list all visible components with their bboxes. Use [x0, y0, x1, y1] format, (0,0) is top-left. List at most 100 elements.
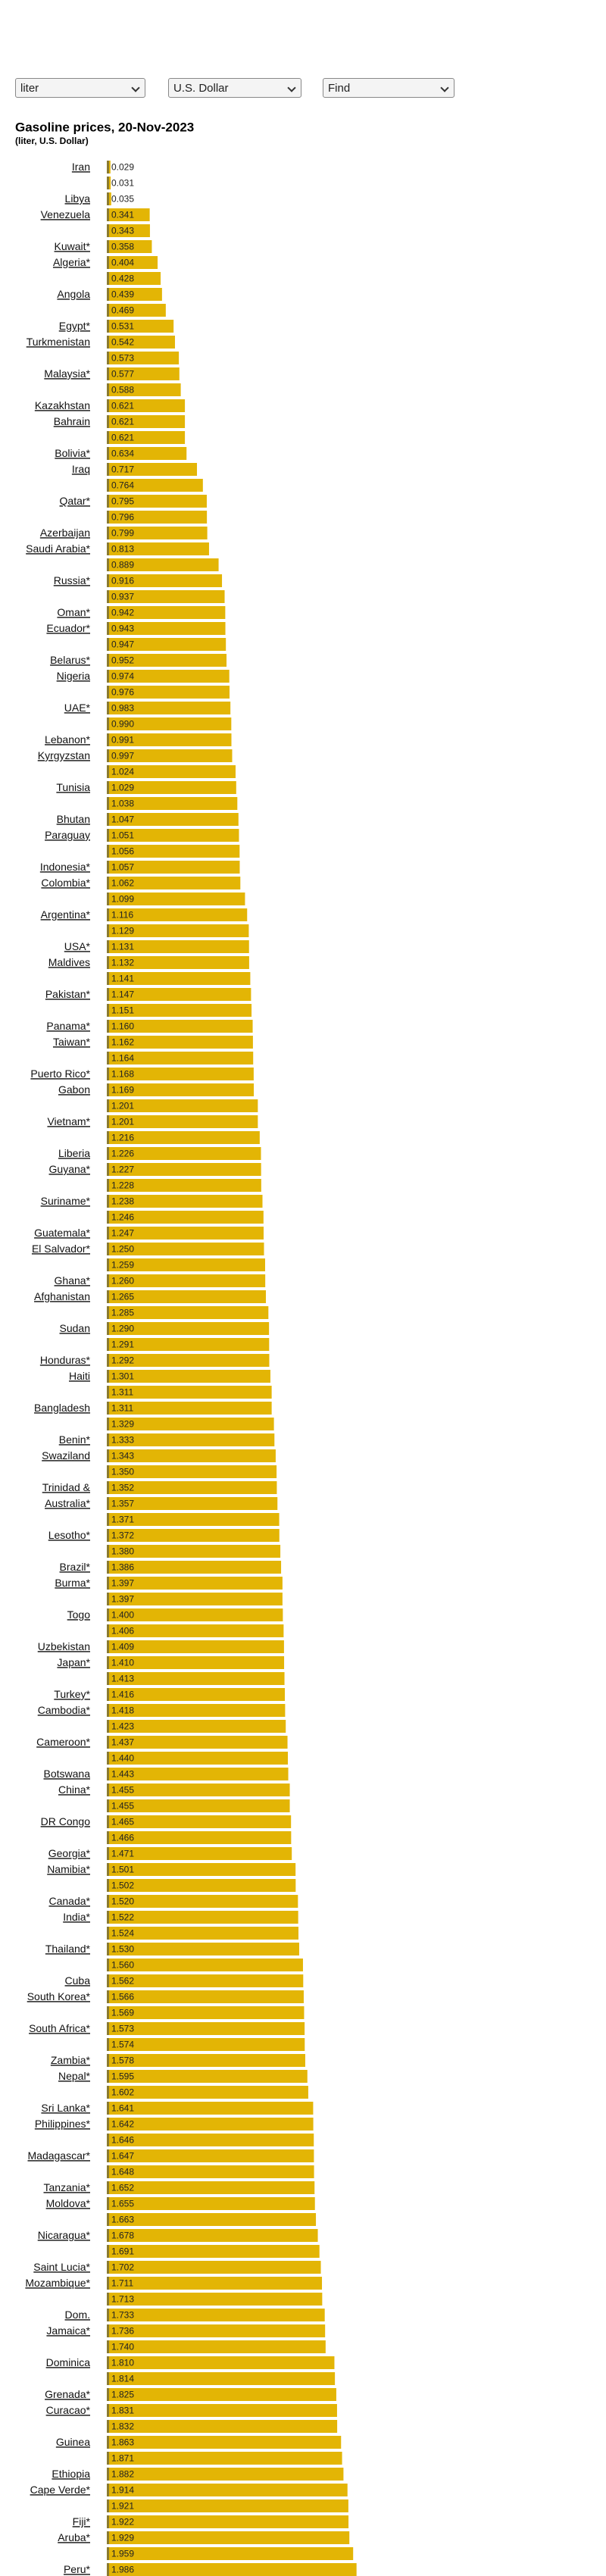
country-label[interactable]: Suriname* [41, 1195, 91, 1207]
country-label[interactable]: Libya [65, 192, 91, 205]
country-label[interactable]: Bhutan [57, 813, 90, 825]
country-label[interactable]: Burma* [55, 1577, 90, 1589]
country-label[interactable]: Saint Lucia* [33, 2261, 90, 2273]
country-label[interactable]: Kazakhstan [35, 399, 90, 411]
country-label[interactable]: Uzbekistan [38, 1640, 90, 1652]
country-label[interactable]: Australia* [45, 1497, 90, 1509]
country-label[interactable]: Kyrgyzstan [38, 749, 90, 761]
country-label[interactable]: Lesotho* [48, 1529, 91, 1541]
country-label[interactable]: Cuba [65, 1974, 91, 1987]
country-label[interactable]: Ecuador* [46, 622, 90, 634]
country-label[interactable]: Belarus* [50, 654, 90, 666]
country-label[interactable]: China* [58, 1784, 91, 1796]
country-label[interactable]: Curacao* [46, 2404, 91, 2416]
country-label[interactable]: Namibia* [47, 1863, 90, 1875]
bar-edge [107, 399, 109, 412]
country-label[interactable]: Guyana* [49, 1163, 91, 1175]
value-label: 1.418 [111, 1705, 134, 1716]
country-label[interactable]: Dom. [65, 2309, 90, 2321]
country-label[interactable]: UAE* [64, 702, 91, 714]
country-label[interactable]: Thailand* [45, 1943, 91, 1955]
country-label[interactable]: Iran [72, 161, 90, 173]
country-label[interactable]: Japan* [57, 1656, 90, 1668]
country-label[interactable]: Brazil* [60, 1561, 91, 1573]
country-label[interactable]: Madagascar* [28, 2149, 91, 2162]
country-label[interactable]: Cambodia* [38, 1704, 91, 1716]
country-label[interactable]: Lebanon* [45, 733, 91, 746]
country-label[interactable]: Puerto Rico* [30, 1068, 90, 1080]
country-label[interactable]: Indonesia* [40, 861, 91, 873]
country-label[interactable]: Afghanistan [34, 1290, 90, 1302]
country-label[interactable]: Taiwan* [53, 1036, 91, 1048]
country-label[interactable]: Oman* [57, 606, 90, 618]
country-label[interactable]: Guinea [56, 2436, 90, 2448]
country-label[interactable]: Nepal* [58, 2070, 91, 2082]
find-select[interactable]: Find [323, 78, 454, 98]
country-label[interactable]: Zambia* [51, 2054, 91, 2066]
country-label[interactable]: Liberia [58, 1147, 90, 1159]
country-label[interactable]: Swaziland [42, 1449, 90, 1462]
country-label[interactable]: Georgia* [48, 1847, 91, 1859]
country-label[interactable]: Moldova* [46, 2197, 91, 2209]
country-label[interactable]: Peru* [64, 2563, 91, 2575]
country-label[interactable]: Trinidad & [42, 1481, 91, 1493]
country-label[interactable]: South Africa* [29, 2022, 90, 2034]
country-label[interactable]: Russia* [54, 574, 91, 586]
country-label[interactable]: Vietnam* [47, 1115, 90, 1127]
country-label[interactable]: Ethiopia [52, 2468, 90, 2480]
country-label[interactable]: Saudi Arabia* [26, 542, 90, 555]
country-label[interactable]: Haiti [69, 1370, 90, 1382]
country-label[interactable]: Sri Lanka* [41, 2102, 90, 2114]
country-label[interactable]: Maldives [48, 956, 90, 968]
country-label[interactable]: Mozambique* [25, 2277, 90, 2289]
country-label[interactable]: Nicaragua* [38, 2229, 91, 2241]
country-label[interactable]: Angola [57, 288, 90, 300]
country-label[interactable]: Canada* [49, 1895, 91, 1907]
country-label[interactable]: USA* [64, 940, 91, 952]
country-label[interactable]: Dominica [46, 2356, 91, 2368]
country-label[interactable]: Azerbaijan [40, 527, 90, 539]
country-label[interactable]: Argentina* [41, 908, 91, 921]
country-label[interactable]: Togo [67, 1608, 91, 1621]
country-label[interactable]: Botswana [44, 1768, 91, 1780]
country-label[interactable]: Bahrain [54, 415, 90, 427]
country-label[interactable]: Benin* [59, 1433, 91, 1446]
country-label[interactable]: India* [63, 1911, 90, 1923]
country-label[interactable]: South Korea* [27, 1990, 91, 2002]
country-label[interactable]: Gabon [58, 1083, 90, 1096]
country-label[interactable]: Tanzania* [44, 2181, 91, 2193]
country-label[interactable]: Fiji* [73, 2515, 91, 2528]
country-label[interactable]: Colombia* [41, 877, 90, 889]
country-label[interactable]: Bangladesh [34, 1402, 90, 1414]
country-label[interactable]: Honduras* [40, 1354, 91, 1366]
country-label[interactable]: Aruba* [58, 2531, 90, 2543]
unit-select[interactable]: liter [15, 78, 145, 98]
country-label[interactable]: Bolivia* [55, 447, 90, 459]
country-label[interactable]: Turkmenistan [27, 336, 90, 348]
country-label[interactable]: Algeria* [53, 256, 91, 268]
country-label[interactable]: Cape Verde* [30, 2484, 91, 2496]
country-label[interactable]: Cameroon* [36, 1736, 90, 1748]
currency-select[interactable]: U.S. Dollar [168, 78, 301, 98]
country-label[interactable]: Philippines* [35, 2118, 91, 2130]
country-label[interactable]: Sudan [60, 1322, 90, 1334]
country-label[interactable]: Turkey* [54, 1688, 90, 1700]
country-label[interactable]: Venezuela [41, 208, 91, 220]
country-label[interactable]: Egypt* [59, 320, 91, 332]
country-label[interactable]: Kuwait* [55, 240, 91, 252]
country-label[interactable]: Panama* [46, 1020, 90, 1032]
country-label[interactable]: Nigeria [57, 670, 91, 682]
country-label[interactable]: Jamaica* [46, 2324, 90, 2337]
country-label[interactable]: Tunisia [56, 781, 90, 793]
country-label[interactable]: Paraguay [45, 829, 90, 841]
country-label[interactable]: Pakistan* [45, 988, 91, 1000]
country-label[interactable]: Guatemala* [34, 1227, 90, 1239]
country-label[interactable]: El Salvador* [32, 1243, 91, 1255]
country-label[interactable]: Iraq [72, 463, 90, 475]
country-label[interactable]: DR Congo [41, 1815, 91, 1827]
country-label[interactable]: Ghana* [55, 1274, 91, 1286]
country-label[interactable]: Malaysia* [44, 367, 90, 380]
country-label[interactable]: Grenada* [45, 2388, 90, 2400]
value-label: 1.260 [111, 1276, 134, 1286]
country-label[interactable]: Qatar* [60, 495, 91, 507]
